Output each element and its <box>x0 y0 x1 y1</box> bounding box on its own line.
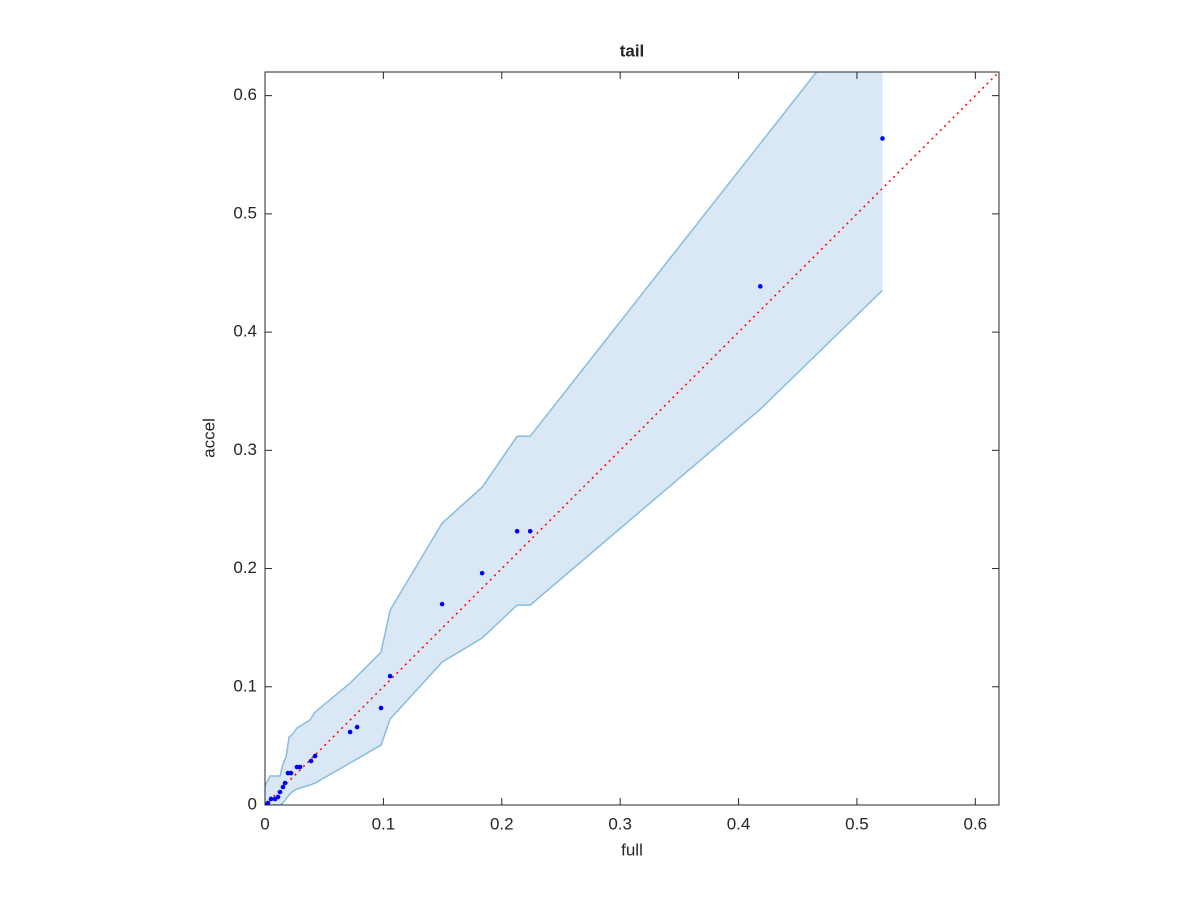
x-tick-label: 0.1 <box>372 814 396 833</box>
y-axis-label: accel <box>199 418 218 458</box>
data-point <box>294 764 300 770</box>
data-point <box>387 673 393 679</box>
data-point <box>479 570 485 576</box>
data-point <box>265 802 269 805</box>
data-point <box>285 770 291 776</box>
y-tick-label: 0.1 <box>233 676 257 695</box>
data-point <box>347 729 353 735</box>
chart-title: tail <box>620 41 645 60</box>
reference-line <box>265 72 999 805</box>
data-point <box>268 796 274 802</box>
data-point <box>280 784 286 790</box>
x-axis-label: full <box>621 840 643 859</box>
data-point <box>514 528 520 534</box>
x-tick-label: 0.6 <box>964 814 988 833</box>
x-tick-label: 0.4 <box>727 814 751 833</box>
data-point <box>272 796 278 802</box>
x-tick-label: 0 <box>260 814 269 833</box>
data-point <box>439 601 445 607</box>
data-point <box>378 705 384 711</box>
data-point <box>282 780 288 786</box>
data-point <box>880 136 885 141</box>
y-tick-label: 0 <box>248 794 257 813</box>
band-lower-edge <box>265 289 884 805</box>
y-tick-label: 0.2 <box>233 558 257 577</box>
y-tick-label: 0.3 <box>233 440 257 459</box>
data-point <box>312 753 318 759</box>
data-point <box>758 284 763 289</box>
y-tick-label: 0.5 <box>233 203 257 222</box>
x-tick-label: 0.3 <box>608 814 632 833</box>
data-point <box>527 528 533 534</box>
confidence-band <box>265 72 883 805</box>
y-tick-label: 0.6 <box>233 85 257 104</box>
axes-box <box>264 71 1000 806</box>
data-point <box>277 789 283 795</box>
data-point <box>354 724 360 730</box>
band-upper-edge <box>265 72 818 787</box>
data-point <box>308 758 314 764</box>
x-tick-label: 0.5 <box>845 814 869 833</box>
x-tick-label: 0.2 <box>490 814 514 833</box>
plot-area <box>265 72 999 805</box>
y-tick-label: 0.4 <box>233 322 257 341</box>
